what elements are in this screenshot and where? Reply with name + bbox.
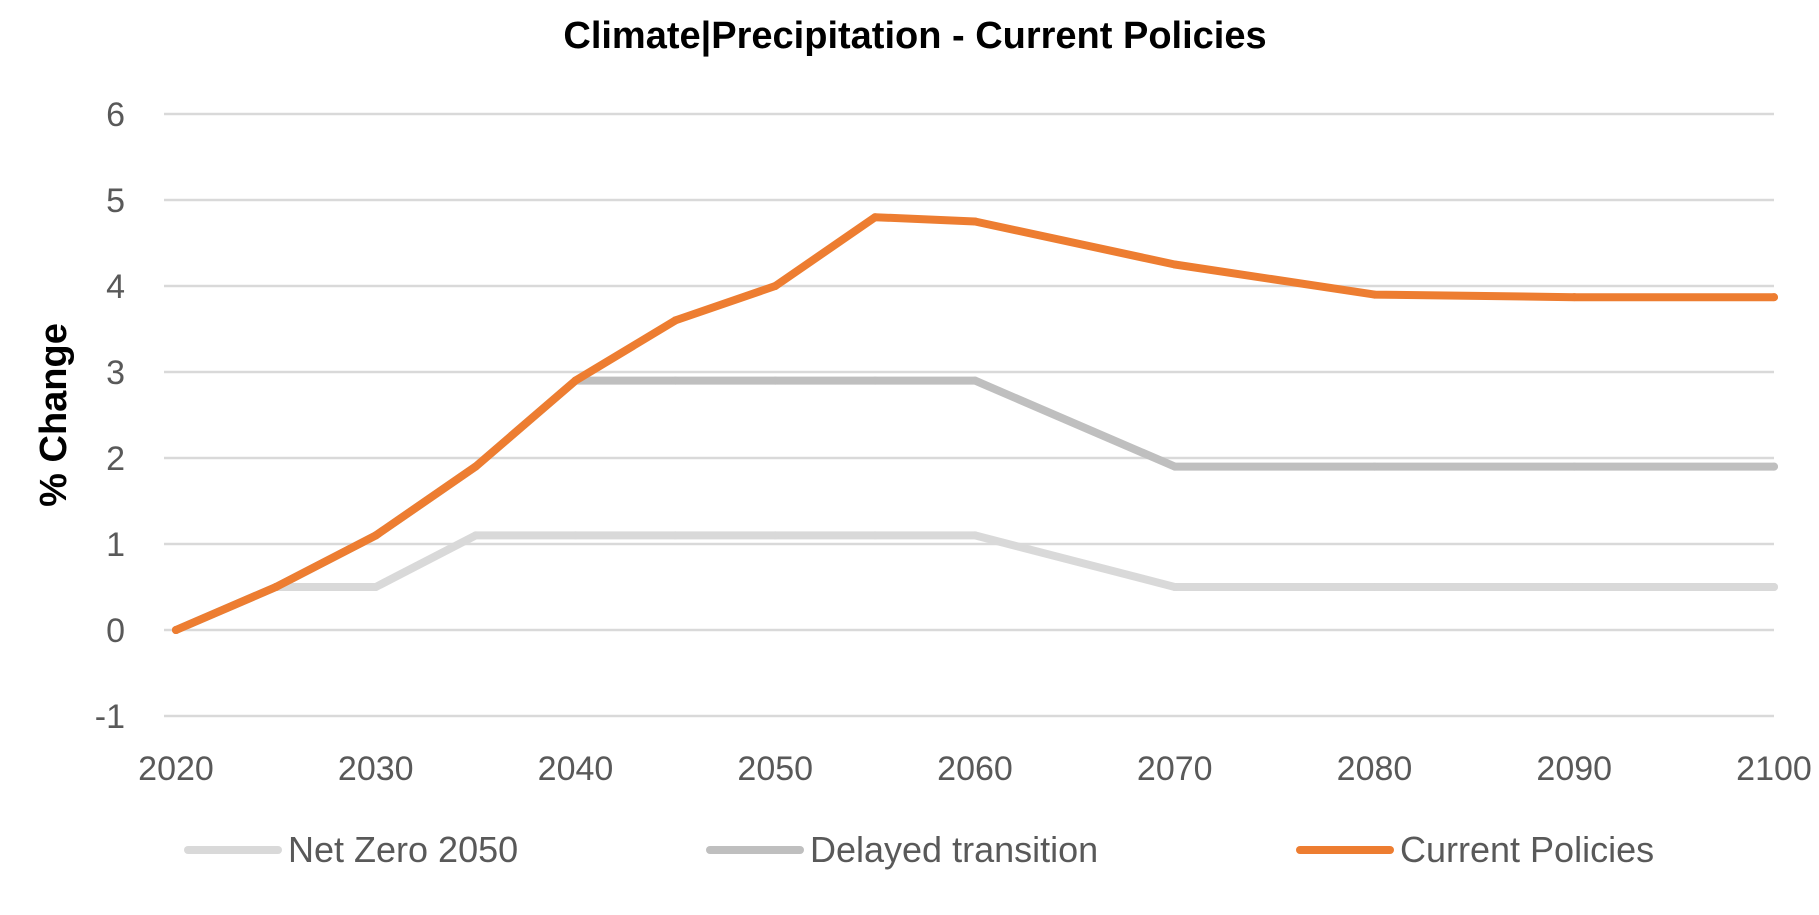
- data-point: [1570, 583, 1579, 591]
- data-point: [971, 217, 979, 226]
- data-point: [1170, 583, 1179, 591]
- x-tick-label: 2020: [138, 750, 214, 788]
- y-tick-label: 0: [106, 612, 125, 650]
- data-point: [471, 531, 480, 540]
- data-point: [1170, 462, 1179, 471]
- data-point: [471, 462, 480, 471]
- data-point: [971, 531, 979, 540]
- x-tick-label: 2090: [1536, 750, 1612, 788]
- data-point: [1370, 290, 1379, 299]
- x-tick-label: 2060: [937, 750, 1013, 788]
- legend: Net Zero 2050 Delayed transition Current P…: [184, 829, 1654, 870]
- grid-lines: [164, 112, 1774, 718]
- data-point: [271, 583, 280, 591]
- legend-item-current-policies[interactable]: Current Policies: [1296, 829, 1654, 870]
- y-axis-ticks: -1 0 1 2 3 4 5 6: [95, 96, 125, 736]
- data-point: [1370, 583, 1379, 591]
- series-line-net-zero-2050: [172, 531, 1778, 634]
- legend-label: Delayed transition: [810, 829, 1098, 870]
- data-point: [671, 376, 680, 385]
- data-point: [771, 376, 780, 385]
- data-point: [1770, 583, 1778, 591]
- data-point: [371, 583, 380, 591]
- data-point: [1170, 260, 1179, 269]
- data-point: [971, 376, 979, 385]
- y-tick-label: 6: [106, 96, 125, 134]
- data-point: [1770, 293, 1778, 302]
- x-tick-label: 2030: [338, 750, 414, 788]
- data-point: [771, 282, 780, 290]
- y-tick-label: 5: [106, 182, 125, 220]
- legend-item-delayed-transition[interactable]: Delayed transition: [706, 829, 1098, 870]
- data-point: [172, 626, 180, 634]
- legend-item-net-zero-2050[interactable]: Net Zero 2050: [184, 829, 518, 870]
- data-point: [871, 376, 880, 385]
- y-axis-label: % Change: [33, 323, 75, 507]
- y-tick-label: 3: [106, 354, 125, 392]
- series-lines: [172, 213, 1778, 634]
- data-point: [1570, 462, 1579, 471]
- data-point: [671, 316, 680, 325]
- data-point: [671, 531, 680, 540]
- data-point: [571, 531, 580, 540]
- x-tick-label: 2070: [1137, 750, 1213, 788]
- y-tick-label: 2: [106, 440, 125, 478]
- y-tick-label: 4: [106, 268, 125, 306]
- data-point: [571, 376, 580, 385]
- data-point: [871, 213, 880, 222]
- y-tick-label: 1: [106, 526, 125, 564]
- chart-title: Climate|Precipitation - Current Policies: [563, 15, 1266, 57]
- data-point: [1770, 462, 1778, 471]
- x-tick-label: 2050: [737, 750, 813, 788]
- x-tick-label: 2040: [538, 750, 614, 788]
- data-point: [1370, 462, 1379, 471]
- data-point: [371, 531, 380, 540]
- legend-label: Net Zero 2050: [288, 829, 518, 870]
- x-tick-label: 2100: [1736, 750, 1812, 788]
- x-tick-label: 2080: [1337, 750, 1413, 788]
- data-point: [1570, 293, 1579, 302]
- y-tick-label: -1: [95, 698, 125, 736]
- legend-label: Current Policies: [1400, 829, 1654, 870]
- data-point: [871, 531, 880, 540]
- data-point: [771, 531, 780, 540]
- x-axis-ticks: 2020 2030 2040 2050 2060 2070 2080 2090 2100: [138, 750, 1812, 788]
